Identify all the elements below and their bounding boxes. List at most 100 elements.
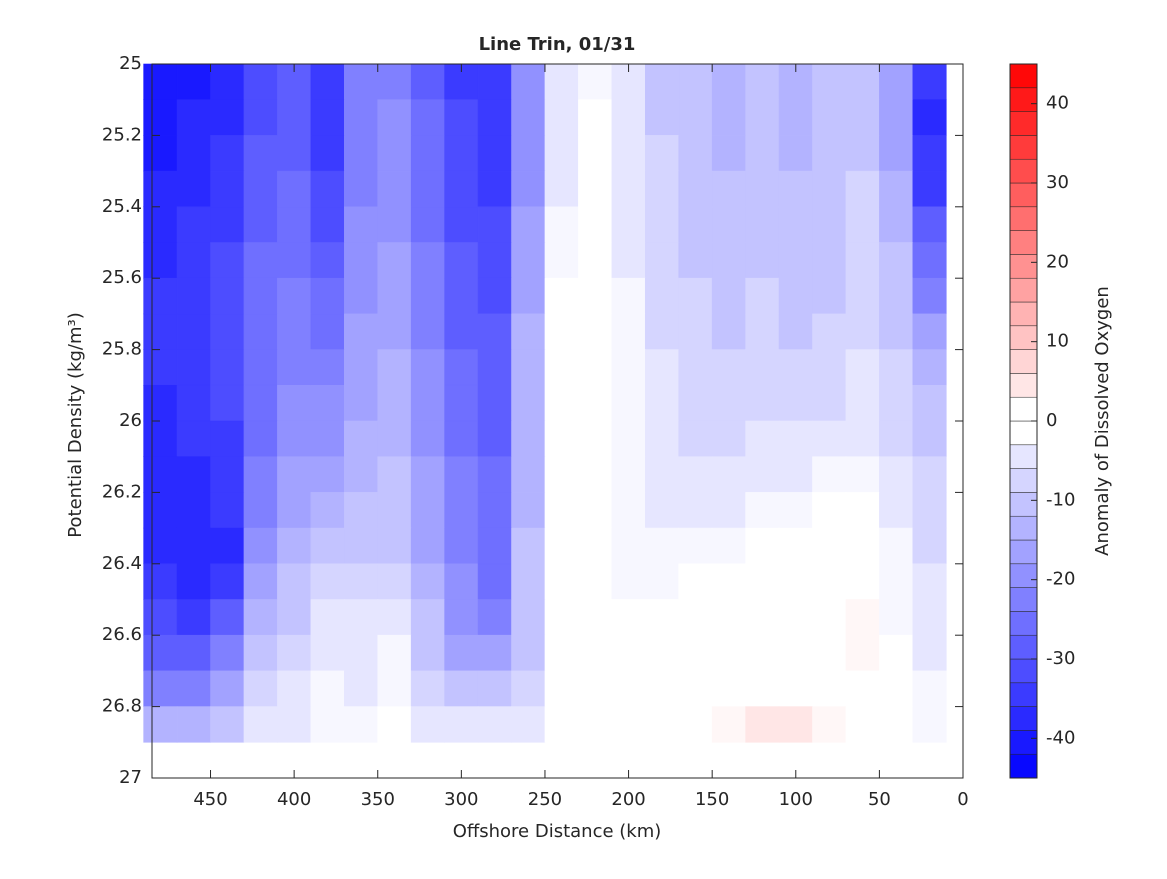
contour-cell — [477, 135, 512, 172]
contour-cell — [477, 599, 512, 636]
colorbar-band — [1009, 420, 1038, 446]
contour-cell — [678, 63, 713, 101]
x-tick-label: 350 — [361, 789, 395, 810]
contour-cell — [343, 135, 379, 172]
contour-cell — [377, 135, 412, 172]
contour-cell — [611, 277, 646, 315]
contour-cell — [812, 706, 847, 743]
x-tick-label: 200 — [611, 789, 645, 810]
contour-cell — [310, 492, 345, 529]
contour-cell — [343, 313, 379, 350]
contour-cell — [711, 63, 746, 101]
contour-cell — [745, 599, 780, 636]
colorbar-band — [1009, 63, 1038, 89]
y-tick-label: 26.6 — [102, 624, 142, 645]
contour-cell — [778, 456, 813, 493]
contour-cell — [410, 599, 445, 636]
contour-cell — [644, 206, 680, 243]
contour-cell — [544, 63, 579, 101]
contour-cell — [544, 492, 579, 529]
contour-cell — [243, 63, 278, 101]
contour-cell — [644, 135, 680, 172]
colorbar-tick-label: -10 — [1046, 489, 1075, 510]
contour-cell — [812, 206, 847, 243]
contour-cell — [176, 492, 211, 529]
contour-cell — [444, 313, 479, 350]
contour-cell — [812, 456, 847, 493]
contour-cell — [845, 277, 880, 315]
contour-cell — [511, 206, 546, 243]
contour-cell — [176, 420, 211, 458]
contour-cell — [644, 634, 680, 672]
contour-cell — [812, 135, 847, 172]
contour-cell — [812, 277, 847, 315]
contour-cell — [343, 63, 379, 101]
contour-cell — [745, 242, 780, 279]
contour-cell — [444, 456, 479, 493]
contour-cell — [845, 563, 880, 600]
contour-cell — [644, 527, 680, 565]
colorbar-band — [1009, 254, 1038, 279]
contour-cell — [310, 206, 345, 243]
contour-cell — [611, 634, 646, 672]
y-tick-label: 25.4 — [102, 196, 142, 217]
contour-cell — [310, 63, 345, 101]
contour-cell — [912, 492, 947, 529]
contour-cell — [644, 313, 680, 350]
contour-cell — [578, 135, 613, 172]
contour-cell — [444, 527, 479, 565]
contour-cell — [176, 135, 211, 172]
contour-cell — [711, 277, 746, 315]
colorbar-band — [1009, 539, 1038, 565]
contour-cell — [711, 349, 746, 386]
contour-cell — [778, 420, 813, 458]
x-tick-label: 400 — [277, 789, 311, 810]
contour-cell — [678, 634, 713, 672]
contour-cell — [745, 99, 780, 136]
contour-cell — [243, 135, 278, 172]
contour-cell — [812, 242, 847, 279]
contour-cell — [678, 706, 713, 743]
contour-cell — [644, 599, 680, 636]
contour-cell — [678, 420, 713, 458]
contour-cell — [644, 63, 680, 101]
contour-cell — [578, 277, 613, 315]
contour-cell — [210, 349, 245, 386]
colorbar-band — [1009, 492, 1038, 517]
contour-cell — [578, 706, 613, 743]
contour-cell — [879, 242, 914, 279]
contour-cell — [243, 277, 278, 315]
colorbar-band — [1009, 563, 1038, 588]
contour-cell — [310, 706, 345, 743]
contour-cell — [578, 599, 613, 636]
contour-cell — [544, 135, 579, 172]
contour-cell — [477, 492, 512, 529]
contour-cell — [377, 384, 412, 422]
contour-cell — [778, 527, 813, 565]
contour-cell — [310, 563, 345, 600]
contour-cell — [143, 135, 178, 172]
contour-cell — [343, 492, 379, 529]
contour-cell — [611, 420, 646, 458]
contour-cell — [210, 456, 245, 493]
contour-cell — [879, 277, 914, 315]
contour-cell — [711, 706, 746, 743]
chart-title: Line Trin, 01/31 — [479, 34, 636, 55]
colorbar-tick-label: 20 — [1046, 251, 1069, 272]
contour-cell — [477, 206, 512, 243]
contour-cell — [143, 206, 178, 243]
contour-cell — [845, 634, 880, 672]
contour-cell — [611, 492, 646, 529]
contour-cell — [143, 170, 178, 208]
contour-cell — [477, 313, 512, 350]
contour-cell — [879, 384, 914, 422]
contour-cell — [343, 242, 379, 279]
contour-cell — [678, 99, 713, 136]
colorbar-band — [1009, 111, 1038, 136]
contour-cell — [410, 99, 445, 136]
contour-cell — [778, 99, 813, 136]
contour-cell — [879, 670, 914, 707]
contour-cell — [243, 349, 278, 386]
contour-cell — [277, 242, 312, 279]
contour-cell — [343, 634, 379, 672]
